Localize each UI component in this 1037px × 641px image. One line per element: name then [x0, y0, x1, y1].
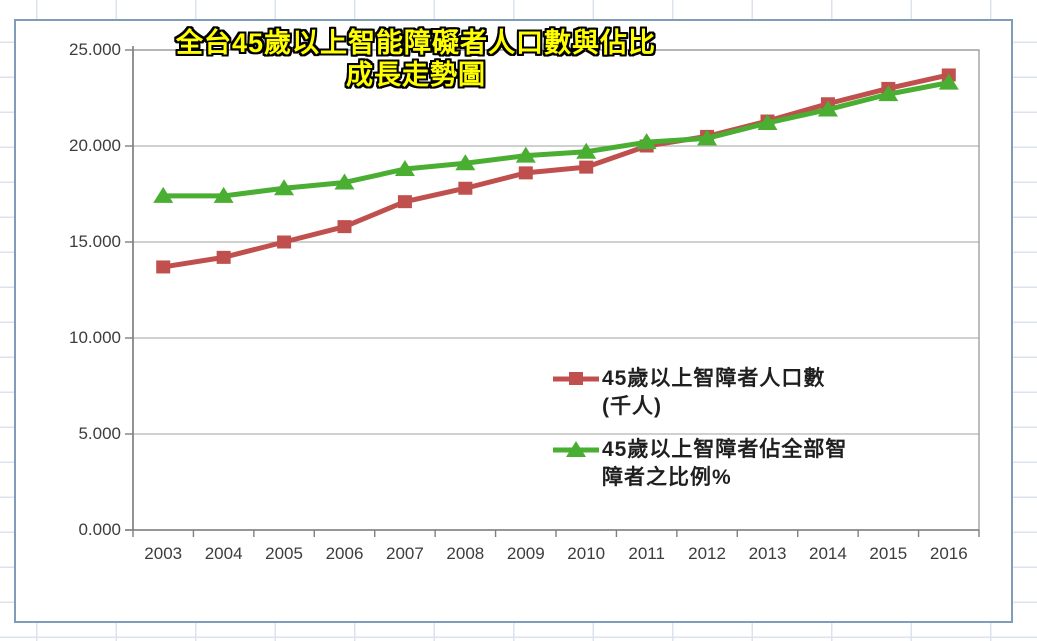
chart-title-line1: 全台45歲以上智能障礙者人口數與佔比 [175, 28, 657, 58]
x-tick-label: 2015 [869, 544, 908, 563]
x-tick-label: 2005 [265, 544, 303, 563]
data-point-marker[interactable] [458, 181, 473, 195]
data-point-marker[interactable] [938, 73, 959, 90]
data-point-marker[interactable] [878, 85, 899, 102]
data-point-marker[interactable] [156, 260, 171, 274]
data-point-marker[interactable] [817, 100, 838, 117]
data-point-marker[interactable] [636, 133, 657, 150]
data-point-marker[interactable] [518, 166, 533, 180]
chart-object[interactable]: 0.000 5.000 10.000 15.000 20.000 25.000 2003 2… [14, 19, 1013, 623]
data-point-marker[interactable] [757, 113, 778, 130]
y-tick-label: 25.000 [69, 40, 121, 59]
y-tick-label: 5.000 [78, 424, 121, 443]
x-tick-label: 2004 [204, 544, 243, 563]
x-tick-label: 2009 [506, 544, 545, 563]
y-tick-label: 20.000 [69, 136, 121, 155]
legend-marker-square-icon [553, 372, 599, 385]
y-tick-label: 0.000 [78, 520, 121, 539]
data-point-marker[interactable] [397, 195, 412, 209]
x-tick-label: 2010 [567, 544, 606, 563]
y-tick-label: 10.000 [69, 328, 121, 347]
legend-item-population[interactable]: 45歲以上智障者人口數 (千人) [552, 365, 847, 421]
x-tick-label: 2016 [929, 544, 968, 563]
data-point-marker[interactable] [213, 186, 234, 203]
x-tick-label: 2007 [386, 544, 424, 563]
data-point-marker[interactable] [394, 160, 415, 177]
chart-legend[interactable]: 45歲以上智障者人口數 (千人) 45歲以上智障者佔全部智 障者之比例% [552, 365, 847, 507]
legend-label-population-line2: (千人) [602, 395, 662, 418]
series-line-ratio[interactable] [163, 80, 950, 199]
series-line-population[interactable] [162, 72, 950, 270]
data-point-marker[interactable] [277, 235, 292, 249]
x-tick-label: 2008 [446, 544, 485, 563]
x-tick-label: 2003 [144, 544, 183, 563]
legend-label-population-line1: 45歲以上智障者人口數 [602, 367, 826, 390]
chart-plot-area [125, 46, 980, 537]
x-tick-label: 2014 [809, 544, 847, 563]
data-point-marker[interactable] [697, 129, 718, 146]
data-point-marker[interactable] [455, 154, 476, 171]
x-tick-label: 2006 [325, 544, 364, 563]
x-tick-label: 2011 [628, 544, 665, 563]
x-tick-label: 2012 [688, 544, 726, 563]
data-point-marker[interactable] [274, 179, 295, 196]
y-tick-label: 15.000 [69, 232, 121, 251]
data-point-marker[interactable] [153, 186, 174, 203]
data-point-marker[interactable] [515, 146, 536, 163]
chart-title-line2: 成長走勢圖 [346, 60, 486, 90]
data-point-marker[interactable] [337, 220, 352, 234]
chart-title: 全台45歲以上智能障礙者人口數與佔比 成長走勢圖 [126, 27, 706, 91]
data-point-marker[interactable] [334, 173, 355, 190]
legend-label-ratio-line2: 障者之比例% [602, 466, 732, 489]
legend-item-ratio[interactable]: 45歲以上智障者佔全部智 障者之比例% [552, 436, 847, 492]
data-point-marker[interactable] [579, 160, 594, 174]
data-point-marker[interactable] [216, 250, 231, 264]
legend-marker-triangle-icon [553, 441, 599, 457]
data-point-marker[interactable] [576, 142, 597, 159]
x-tick-label: 2013 [748, 544, 787, 563]
legend-label-ratio-line1: 45歲以上智障者佔全部智 [602, 438, 848, 461]
